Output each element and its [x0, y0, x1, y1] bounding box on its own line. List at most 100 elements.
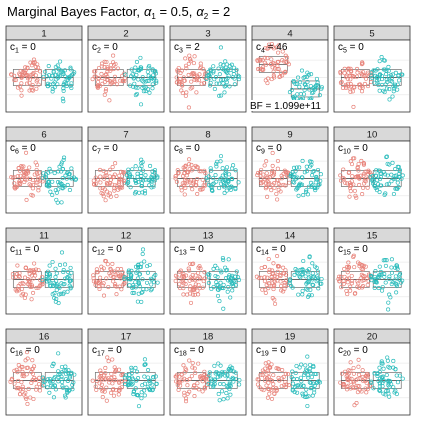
data-point — [260, 65, 265, 70]
data-point — [369, 278, 374, 283]
data-point — [228, 295, 233, 300]
data-point — [30, 358, 35, 363]
data-point — [289, 284, 294, 289]
data-point — [348, 159, 353, 164]
data-point — [231, 376, 236, 381]
data-point — [272, 278, 277, 283]
series-group2 — [124, 157, 160, 196]
data-point — [30, 83, 35, 88]
data-point — [19, 88, 24, 93]
data-point — [290, 381, 296, 386]
data-point — [126, 180, 131, 185]
data-point — [217, 186, 222, 191]
data-point — [274, 274, 279, 279]
data-point — [57, 67, 62, 72]
data-point — [282, 168, 287, 173]
data-point — [173, 176, 178, 181]
data-point — [315, 276, 320, 281]
data-point — [41, 383, 46, 388]
data-point — [286, 383, 291, 388]
data-point — [343, 369, 348, 374]
data-point — [359, 62, 364, 67]
data-point — [32, 172, 37, 177]
data-point — [264, 159, 269, 164]
data-point — [377, 264, 382, 269]
c-subscript: 17 — [97, 351, 105, 358]
data-point — [357, 82, 363, 87]
data-point — [175, 168, 180, 173]
data-point — [36, 185, 41, 190]
data-point — [351, 371, 356, 376]
data-point — [34, 384, 39, 389]
data-point — [274, 191, 279, 196]
data-point — [207, 373, 212, 378]
data-point — [71, 380, 76, 385]
data-point — [303, 274, 308, 279]
data-point — [211, 384, 216, 389]
data-point — [223, 59, 228, 64]
data-point — [356, 364, 361, 369]
data-point — [300, 175, 305, 180]
data-point — [379, 77, 385, 82]
data-point — [202, 270, 207, 275]
panel-c-label: c6 = 0 — [10, 143, 36, 156]
data-point — [31, 276, 36, 281]
data-point — [217, 72, 222, 77]
data-point — [336, 277, 341, 282]
data-point — [53, 188, 58, 193]
data-point — [355, 260, 361, 265]
data-point — [277, 273, 282, 278]
data-point — [134, 270, 139, 275]
data-point — [99, 371, 104, 376]
series-group1 — [254, 253, 293, 306]
data-point — [99, 191, 104, 196]
series-group1 — [9, 57, 47, 98]
data-point — [382, 58, 387, 63]
data-point — [223, 268, 228, 273]
data-point — [262, 370, 267, 375]
data-point — [117, 388, 122, 393]
data-point — [377, 190, 382, 195]
data-point — [193, 370, 198, 376]
data-point — [120, 79, 125, 84]
data-point — [58, 59, 63, 64]
data-point — [354, 66, 360, 71]
c-symbol: c — [10, 345, 15, 356]
series-group1 — [338, 156, 374, 200]
data-point — [295, 185, 300, 190]
data-point — [315, 274, 320, 279]
data-point — [276, 178, 281, 183]
data-point — [385, 358, 390, 363]
data-point — [317, 380, 323, 385]
data-point — [111, 53, 116, 58]
data-point — [145, 69, 150, 74]
data-point — [225, 289, 230, 294]
data-point — [262, 55, 267, 60]
data-point — [23, 292, 28, 297]
data-point — [150, 388, 155, 393]
data-point — [34, 387, 39, 392]
data-point — [122, 79, 127, 84]
data-point — [152, 69, 157, 74]
data-point — [382, 274, 387, 279]
data-point — [119, 385, 124, 390]
data-point — [269, 41, 274, 47]
data-point — [136, 77, 141, 82]
data-point — [373, 68, 378, 73]
data-point — [179, 88, 184, 93]
data-point — [98, 275, 103, 280]
data-point — [359, 158, 364, 163]
data-point — [218, 181, 223, 186]
data-point — [217, 81, 222, 86]
series-group2 — [206, 255, 242, 311]
data-point — [183, 282, 188, 287]
data-point — [202, 369, 207, 374]
data-point — [62, 368, 67, 373]
data-point — [265, 56, 270, 61]
data-point — [306, 184, 311, 189]
data-point — [278, 189, 283, 194]
data-point — [224, 391, 229, 396]
data-point — [372, 279, 377, 284]
